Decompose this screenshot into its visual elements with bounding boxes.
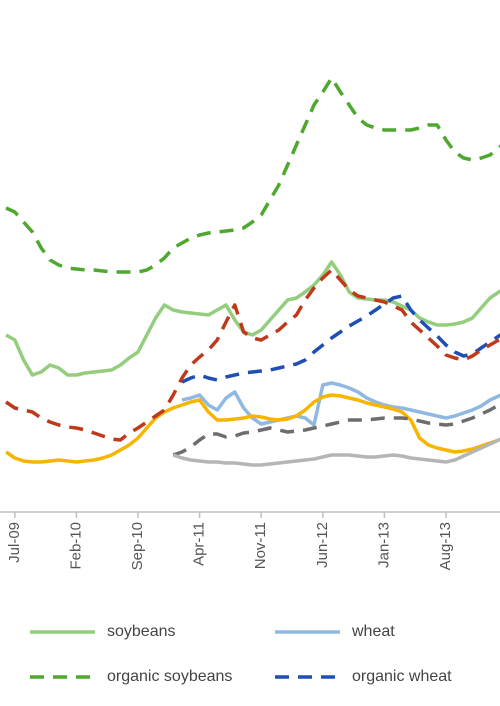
- x-tick-label: Jun-12: [314, 522, 331, 568]
- x-tick-label: Aug-13: [437, 522, 454, 570]
- x-tick-label: Mar-14: [499, 522, 500, 570]
- legend-label: wheat: [351, 623, 395, 640]
- x-tick-label: Sep-10: [129, 522, 146, 570]
- series-line: [172, 437, 500, 467]
- legend-label: organic wheat: [352, 668, 452, 685]
- series-line: [5, 260, 500, 377]
- series-line: [181, 294, 500, 384]
- x-tick-label: Jan-13: [375, 522, 392, 568]
- series-line: [172, 402, 500, 457]
- legend-label: organic soybeans: [107, 668, 232, 685]
- x-tick-label: Jul-09: [6, 522, 23, 563]
- series-line: [5, 76, 500, 274]
- series-line: [181, 381, 500, 427]
- series-line: [5, 268, 500, 442]
- legend-label: soybeans: [107, 623, 176, 640]
- x-tick-label: Apr-11: [191, 522, 208, 566]
- x-tick-label: Nov-11: [252, 522, 269, 569]
- x-tick-label: Feb-10: [67, 522, 84, 570]
- series-line: [5, 393, 500, 464]
